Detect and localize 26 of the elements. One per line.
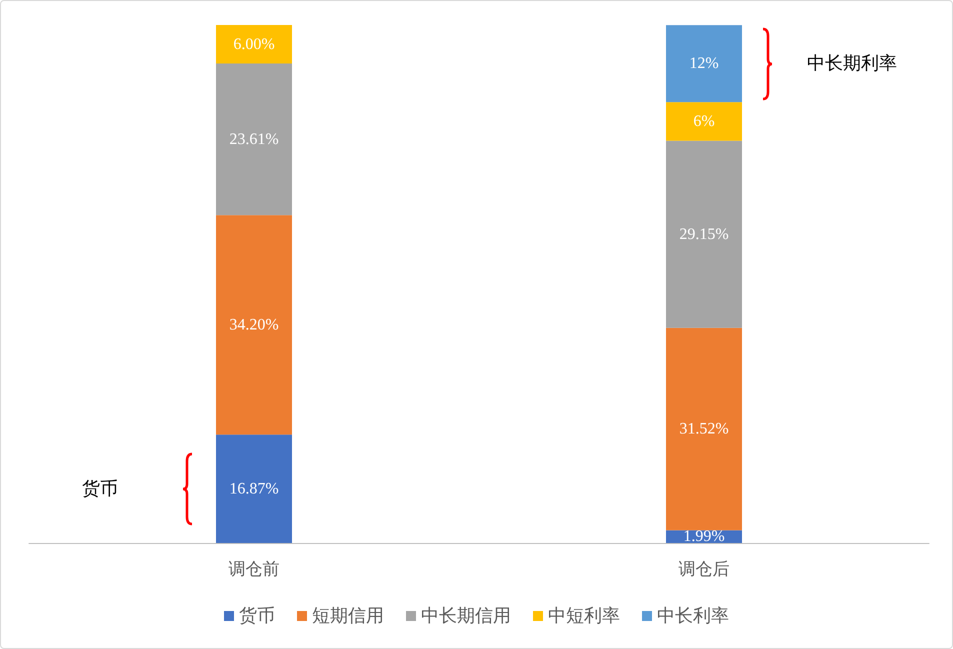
- bar: [216, 215, 292, 435]
- bar: [216, 25, 292, 64]
- bar: [666, 25, 742, 102]
- x-tick-label: 调仓前: [228, 560, 280, 580]
- data-label: 12%: [689, 55, 719, 72]
- data-label: 16.87%: [229, 480, 279, 498]
- bar: [216, 64, 292, 216]
- bar: [216, 434, 292, 543]
- legend-label: 短期信用: [312, 606, 384, 626]
- data-label: 31.52%: [679, 420, 729, 438]
- legend-label: 中短利率: [548, 606, 620, 626]
- bar: [666, 140, 742, 328]
- annotation: 中长期利率: [807, 53, 897, 74]
- x-tick-label: 调仓后: [678, 560, 730, 580]
- legend-label: 中长利率: [657, 606, 729, 626]
- legend-label: 中长期信用: [421, 606, 511, 626]
- data-label: 23.61%: [229, 130, 279, 148]
- data-label: 6.00%: [233, 36, 275, 53]
- data-label: 29.15%: [679, 226, 729, 243]
- data-label: 1.99%: [683, 528, 725, 546]
- annotation: 货币: [82, 478, 118, 500]
- legend-label: 货币: [239, 606, 275, 626]
- bar: [666, 102, 742, 141]
- data-label: 34.20%: [229, 316, 279, 334]
- bar: [666, 328, 742, 530]
- data-label: 6%: [693, 112, 715, 130]
